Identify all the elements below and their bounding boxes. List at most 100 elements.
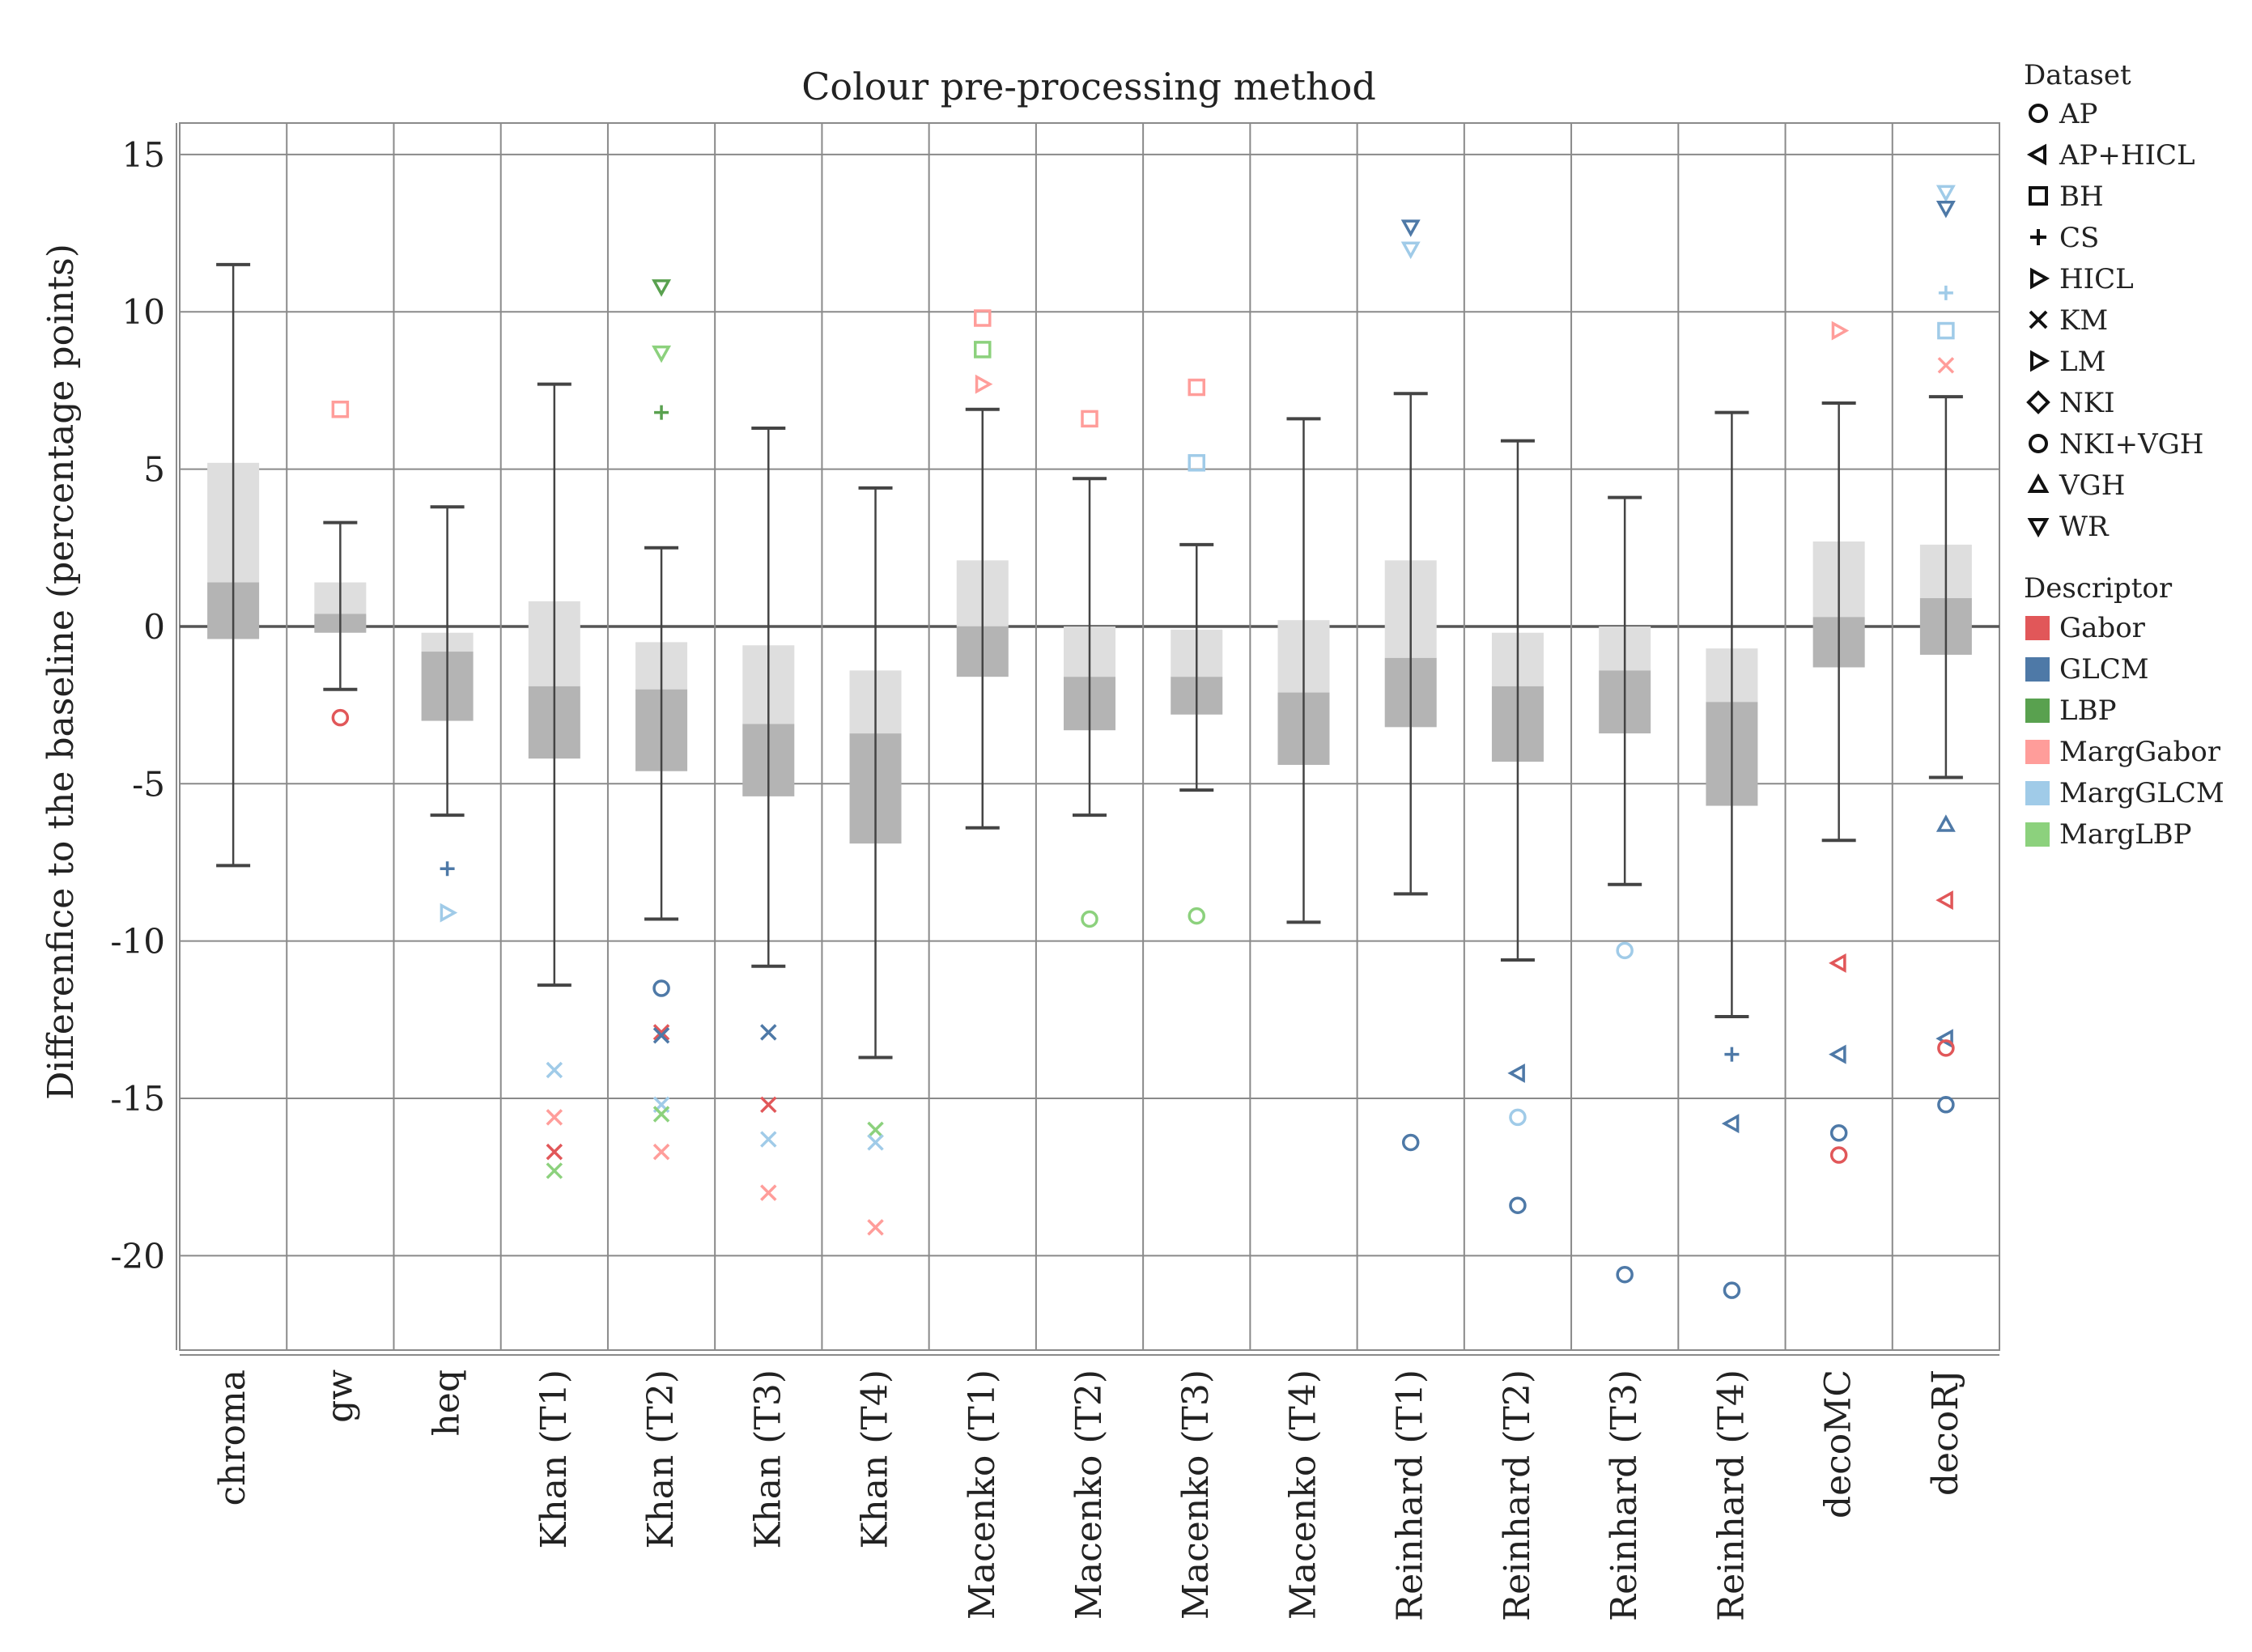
outlier-point [1721, 1114, 1740, 1134]
legend-dataset-marker [2029, 186, 2048, 206]
legend-descriptor-swatch [2025, 740, 2050, 764]
outlier-point [652, 1024, 670, 1041]
legend-dataset-marker [2027, 473, 2050, 493]
legend-descriptor-swatch [2025, 822, 2050, 847]
outlier-point [867, 1134, 884, 1151]
legend-dataset-marker [2030, 350, 2050, 372]
box-3 [528, 382, 580, 987]
outlier-point [1081, 410, 1098, 428]
legend-dataset-label: BH [2059, 180, 2104, 213]
x-tick-label: Khan (T2) [640, 1370, 682, 1548]
outlier-point [1829, 1124, 1848, 1142]
y-tick-label: 10 [122, 292, 165, 332]
box-9 [1171, 542, 1223, 792]
legend-descriptor-swatch [2025, 781, 2050, 805]
outlier-point [1724, 1047, 1740, 1062]
outlier-point [1401, 1133, 1420, 1152]
x-tick-label: Macenko (T1) [962, 1370, 1003, 1620]
outlier-point [760, 1096, 777, 1114]
y-tick-label: -5 [132, 764, 165, 804]
x-tick-label: gw [319, 1370, 360, 1423]
outlier-point [1829, 953, 1846, 973]
y-tick-label: -15 [110, 1079, 165, 1119]
y-tick-label: -10 [110, 922, 165, 962]
legend-dataset-label: WR [2059, 511, 2110, 543]
legend-dataset-title: Dataset [2024, 59, 2131, 91]
outlier-point [652, 979, 670, 997]
outlier-point [546, 1162, 563, 1179]
x-tick-label: Reinhard (T3) [1604, 1370, 1645, 1621]
outlier-point [1935, 814, 1956, 832]
outlier-point [760, 1024, 777, 1041]
x-tick-label: Khan (T4) [855, 1370, 896, 1548]
y-axis-label: Differenfice to the baseline (percentage… [40, 244, 82, 1100]
outlier-point [974, 341, 992, 359]
outlier-point [440, 902, 458, 923]
outlier-point [1935, 1029, 1953, 1049]
box-10 [1277, 417, 1330, 924]
box-5 [742, 427, 795, 968]
legend-dataset-marker [2030, 267, 2050, 290]
outlier-point [546, 1061, 563, 1079]
legend-descriptor-label: GLCM [2059, 653, 2149, 686]
box-7 [956, 407, 1009, 830]
outlier-point [331, 708, 350, 727]
x-tick-label: Reinhard (T4) [1710, 1370, 1752, 1621]
boxes-layer [207, 262, 1972, 1060]
x-tick-label: Macenko (T3) [1175, 1370, 1217, 1620]
outlier-point [867, 1121, 884, 1139]
outlier-point [1507, 1063, 1525, 1083]
outlier-point [760, 1184, 777, 1201]
box-4 [635, 546, 688, 921]
outlier-point [867, 1219, 884, 1236]
outlier-point [760, 1131, 777, 1148]
box-16 [1919, 395, 1972, 779]
x-tick-label: Macenko (T2) [1069, 1370, 1110, 1620]
legend-dataset-marker [2030, 229, 2046, 245]
legend-dataset-label: NKI+VGH [2059, 428, 2203, 461]
legend-dataset-marker [2029, 434, 2048, 453]
legend-dataset-marker [2027, 518, 2050, 538]
legend-dataset-label: CS [2059, 222, 2099, 254]
legend-descriptor-label: LBP [2059, 694, 2116, 727]
outlier-point [654, 405, 669, 420]
outlier-point [652, 1027, 670, 1044]
legend-dataset-marker [2026, 143, 2046, 166]
x-tick-label: Khan (T1) [533, 1370, 575, 1548]
outlier-point [975, 374, 993, 394]
grid-layer [176, 122, 2000, 1356]
outlier-point [1616, 1265, 1634, 1284]
legend-dataset-label: LM [2059, 346, 2105, 378]
outlier-point [546, 1143, 563, 1161]
outlier-point [440, 861, 455, 877]
box-6 [849, 486, 902, 1060]
outlier-point [1829, 1044, 1846, 1064]
legend-descriptor-swatch [2025, 657, 2050, 682]
box-1 [314, 520, 367, 691]
outlier-point [1937, 321, 1955, 340]
box-11 [1384, 392, 1437, 896]
outlier-point [1616, 941, 1634, 960]
outlier-point [1509, 1196, 1527, 1214]
outlier-point [1723, 1281, 1741, 1299]
outlier-point [1188, 907, 1205, 925]
outlier-point [1938, 285, 1953, 300]
outlier-point [1935, 890, 1953, 911]
plot-frame [179, 122, 2000, 1351]
outlier-point [1400, 241, 1421, 260]
x-tick-label: Macenko (T4) [1282, 1370, 1324, 1620]
legend-dataset-label: HICL [2059, 263, 2134, 295]
legend-dataset-label: AP [2059, 98, 2097, 130]
x-tick-label: decoRJ [1925, 1370, 1966, 1496]
outlier-point [652, 345, 672, 363]
points-layer [331, 185, 1956, 1299]
box-14 [1706, 410, 1758, 1018]
outlier-point [1509, 1108, 1527, 1127]
outlier-point [1937, 1096, 1955, 1114]
outlier-point [1188, 454, 1205, 472]
chart-title: Colour pre-processing method [801, 65, 1376, 108]
x-tick-label: heq [427, 1370, 468, 1437]
outlier-point [1829, 1146, 1848, 1164]
